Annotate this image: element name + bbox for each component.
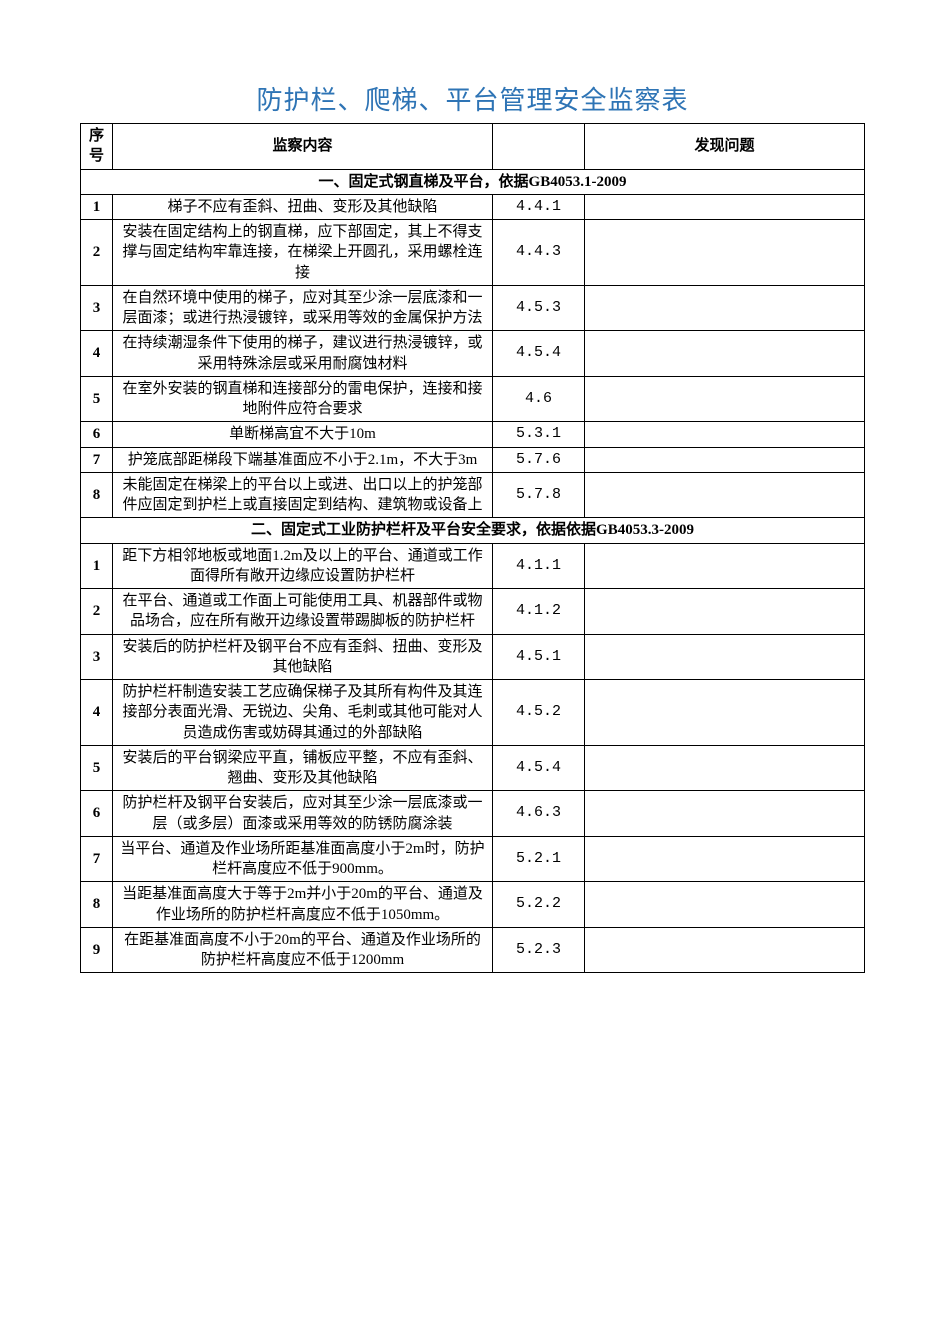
- row-issue: [585, 422, 865, 447]
- row-reference: 4.4.1: [493, 194, 585, 219]
- row-reference: 4.6.3: [493, 791, 585, 837]
- row-seq: 7: [81, 836, 113, 882]
- row-content: 在自然环境中使用的梯子，应对其至少涂一层底漆和一层面漆；或进行热浸镀锌，或采用等…: [113, 285, 493, 331]
- table-row: 4在持续潮湿条件下使用的梯子，建议进行热浸镀锌，或采用特殊涂层或采用耐腐蚀材料4…: [81, 331, 865, 377]
- row-issue: [585, 194, 865, 219]
- section-header-row: 一、固定式钢直梯及平台，依据GB4053.1-2009: [81, 169, 865, 194]
- row-seq: 4: [81, 331, 113, 377]
- table-header-row: 序号 监察内容 发现问题: [81, 124, 865, 170]
- row-reference: 4.5.2: [493, 680, 585, 746]
- table-row: 3安装后的防护栏杆及钢平台不应有歪斜、扭曲、变形及其他缺陷4.5.1: [81, 634, 865, 680]
- row-issue: [585, 680, 865, 746]
- row-content: 单断梯高宜不大于10m: [113, 422, 493, 447]
- row-issue: [585, 285, 865, 331]
- row-seq: 5: [81, 376, 113, 422]
- row-issue: [585, 927, 865, 973]
- row-reference: 4.6: [493, 376, 585, 422]
- table-row: 4防护栏杆制造安装工艺应确保梯子及其所有构件及其连接部分表面光滑、无锐边、尖角、…: [81, 680, 865, 746]
- row-issue: [585, 791, 865, 837]
- row-seq: 2: [81, 220, 113, 286]
- row-content: 防护栏杆及钢平台安装后，应对其至少涂一层底漆或一层（或多层）面漆或采用等效的防锈…: [113, 791, 493, 837]
- row-seq: 6: [81, 791, 113, 837]
- row-content: 安装后的防护栏杆及钢平台不应有歪斜、扭曲、变形及其他缺陷: [113, 634, 493, 680]
- row-reference: 4.5.4: [493, 745, 585, 791]
- section-header: 一、固定式钢直梯及平台，依据GB4053.1-2009: [81, 169, 865, 194]
- col-header-content: 监察内容: [113, 124, 493, 170]
- row-content: 在距基准面高度不小于20m的平台、通道及作业场所的防护栏杆高度应不低于1200m…: [113, 927, 493, 973]
- row-content: 安装后的平台钢梁应平直，铺板应平整，不应有歪斜、翘曲、变形及其他缺陷: [113, 745, 493, 791]
- row-content: 未能固定在梯梁上的平台以上或进、出口以上的护笼部件应固定到护栏上或直接固定到结构…: [113, 472, 493, 518]
- row-reference: 5.7.6: [493, 447, 585, 472]
- row-seq: 4: [81, 680, 113, 746]
- table-row: 9在距基准面高度不小于20m的平台、通道及作业场所的防护栏杆高度应不低于1200…: [81, 927, 865, 973]
- table-row: 6单断梯高宜不大于10m5.3.1: [81, 422, 865, 447]
- row-seq: 8: [81, 882, 113, 928]
- row-content: 距下方相邻地板或地面1.2m及以上的平台、通道或工作面得所有敞开边缘应设置防护栏…: [113, 543, 493, 589]
- table-row: 1梯子不应有歪斜、扭曲、变形及其他缺陷4.4.1: [81, 194, 865, 219]
- table-row: 7当平台、通道及作业场所距基准面高度小于2m时，防护栏杆高度应不低于900mm。…: [81, 836, 865, 882]
- row-reference: 5.2.3: [493, 927, 585, 973]
- table-row: 3在自然环境中使用的梯子，应对其至少涂一层底漆和一层面漆；或进行热浸镀锌，或采用…: [81, 285, 865, 331]
- row-issue: [585, 634, 865, 680]
- row-reference: 5.3.1: [493, 422, 585, 447]
- row-reference: 4.1.2: [493, 589, 585, 635]
- row-seq: 3: [81, 634, 113, 680]
- table-row: 2安装在固定结构上的钢直梯，应下部固定，其上不得支撑与固定结构牢靠连接，在梯梁上…: [81, 220, 865, 286]
- section-header-row: 二、固定式工业防护栏杆及平台安全要求，依据依据GB4053.3-2009: [81, 518, 865, 543]
- row-seq: 5: [81, 745, 113, 791]
- row-reference: 4.4.3: [493, 220, 585, 286]
- row-seq: 3: [81, 285, 113, 331]
- table-row: 7护笼底部距梯段下端基准面应不小于2.1m，不大于3m5.7.6: [81, 447, 865, 472]
- row-issue: [585, 882, 865, 928]
- row-content: 当距基准面高度大于等于2m并小于20m的平台、通道及作业场所的防护栏杆高度应不低…: [113, 882, 493, 928]
- table-row: 8未能固定在梯梁上的平台以上或进、出口以上的护笼部件应固定到护栏上或直接固定到结…: [81, 472, 865, 518]
- inspection-table: 序号 监察内容 发现问题 一、固定式钢直梯及平台，依据GB4053.1-2009…: [80, 123, 865, 973]
- row-issue: [585, 836, 865, 882]
- row-reference: 5.2.2: [493, 882, 585, 928]
- row-issue: [585, 331, 865, 377]
- row-issue: [585, 220, 865, 286]
- table-row: 5安装后的平台钢梁应平直，铺板应平整，不应有歪斜、翘曲、变形及其他缺陷4.5.4: [81, 745, 865, 791]
- row-seq: 9: [81, 927, 113, 973]
- row-issue: [585, 472, 865, 518]
- row-issue: [585, 589, 865, 635]
- row-issue: [585, 745, 865, 791]
- row-content: 安装在固定结构上的钢直梯，应下部固定，其上不得支撑与固定结构牢靠连接，在梯梁上开…: [113, 220, 493, 286]
- table-row: 2在平台、通道或工作面上可能使用工具、机器部件或物品场合，应在所有敞开边缘设置带…: [81, 589, 865, 635]
- section-header: 二、固定式工业防护栏杆及平台安全要求，依据依据GB4053.3-2009: [81, 518, 865, 543]
- table-row: 8当距基准面高度大于等于2m并小于20m的平台、通道及作业场所的防护栏杆高度应不…: [81, 882, 865, 928]
- row-reference: 4.5.1: [493, 634, 585, 680]
- row-content: 梯子不应有歪斜、扭曲、变形及其他缺陷: [113, 194, 493, 219]
- page-title: 防护栏、爬梯、平台管理安全监察表: [80, 80, 865, 117]
- row-content: 在平台、通道或工作面上可能使用工具、机器部件或物品场合，应在所有敞开边缘设置带踢…: [113, 589, 493, 635]
- table-row: 1距下方相邻地板或地面1.2m及以上的平台、通道或工作面得所有敞开边缘应设置防护…: [81, 543, 865, 589]
- row-reference: 5.7.8: [493, 472, 585, 518]
- col-header-issue: 发现问题: [585, 124, 865, 170]
- table-row: 5在室外安装的钢直梯和连接部分的雷电保护，连接和接地附件应符合要求4.6: [81, 376, 865, 422]
- row-seq: 8: [81, 472, 113, 518]
- row-issue: [585, 447, 865, 472]
- row-reference: 4.1.1: [493, 543, 585, 589]
- row-reference: 4.5.3: [493, 285, 585, 331]
- table-body: 一、固定式钢直梯及平台，依据GB4053.1-20091梯子不应有歪斜、扭曲、变…: [81, 169, 865, 973]
- row-content: 护笼底部距梯段下端基准面应不小于2.1m，不大于3m: [113, 447, 493, 472]
- row-issue: [585, 376, 865, 422]
- row-seq: 7: [81, 447, 113, 472]
- table-row: 6防护栏杆及钢平台安装后，应对其至少涂一层底漆或一层（或多层）面漆或采用等效的防…: [81, 791, 865, 837]
- row-content: 在室外安装的钢直梯和连接部分的雷电保护，连接和接地附件应符合要求: [113, 376, 493, 422]
- row-reference: 4.5.4: [493, 331, 585, 377]
- row-seq: 1: [81, 543, 113, 589]
- row-seq: 2: [81, 589, 113, 635]
- row-issue: [585, 543, 865, 589]
- col-header-seq: 序号: [81, 124, 113, 170]
- row-seq: 6: [81, 422, 113, 447]
- row-seq: 1: [81, 194, 113, 219]
- row-content: 防护栏杆制造安装工艺应确保梯子及其所有构件及其连接部分表面光滑、无锐边、尖角、毛…: [113, 680, 493, 746]
- col-header-ref: [493, 124, 585, 170]
- row-content: 在持续潮湿条件下使用的梯子，建议进行热浸镀锌，或采用特殊涂层或采用耐腐蚀材料: [113, 331, 493, 377]
- row-content: 当平台、通道及作业场所距基准面高度小于2m时，防护栏杆高度应不低于900mm。: [113, 836, 493, 882]
- row-reference: 5.2.1: [493, 836, 585, 882]
